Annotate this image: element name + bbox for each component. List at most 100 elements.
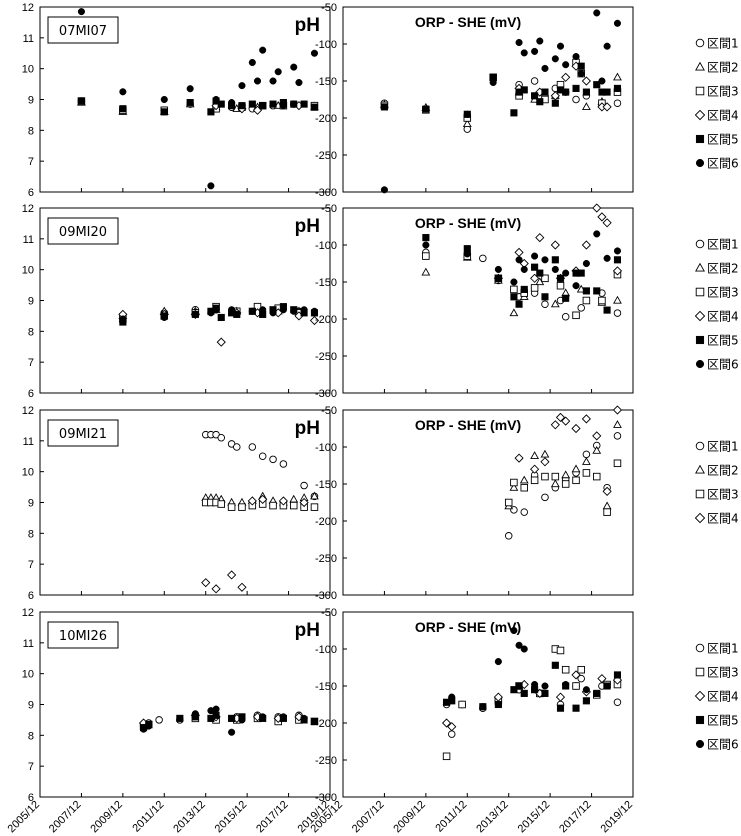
y-tick-label: -200: [315, 718, 337, 730]
panel-title: ORP - SHE (mV): [415, 417, 521, 433]
data-point: [186, 85, 194, 93]
y-tick-label: 10: [22, 669, 34, 681]
data-point: [145, 722, 153, 730]
data-point: [380, 186, 388, 194]
data-point: [603, 306, 611, 314]
x-tick-label: 2015/12: [213, 799, 250, 836]
y-tick-label: 6: [28, 388, 34, 400]
data-point: [422, 241, 430, 249]
data-point: [613, 698, 622, 707]
data-point: [592, 431, 602, 441]
data-point: [572, 476, 580, 485]
data-point: [556, 274, 565, 282]
x-tick-label: 2011/12: [433, 799, 469, 835]
data-point: [603, 254, 611, 262]
legend-label: 区間5: [707, 334, 739, 348]
data-point: [556, 704, 565, 712]
data-point: [603, 508, 611, 516]
data-point: [613, 295, 622, 304]
data-point: [519, 475, 529, 484]
data-point: [592, 445, 602, 454]
data-point: [577, 269, 585, 277]
series-区間6: [119, 306, 319, 323]
data-point: [613, 671, 622, 679]
data-point: [269, 309, 277, 317]
data-point: [613, 432, 622, 440]
data-point: [531, 263, 539, 271]
data-point: [582, 88, 590, 96]
data-point: [520, 86, 528, 94]
data-point: [598, 77, 606, 85]
data-point: [258, 452, 267, 461]
data-point: [551, 55, 559, 63]
panel-title: pH: [295, 620, 320, 641]
series-区間3: [201, 498, 319, 511]
legend-marker: [695, 667, 705, 677]
data-point: [212, 306, 220, 314]
x-tick-label: 2017/12: [254, 799, 291, 836]
series-区間6: [448, 626, 590, 711]
data-point: [541, 493, 549, 502]
y-tick-label: -300: [315, 792, 337, 804]
data-point: [310, 491, 319, 500]
y-tick-label: -150: [315, 479, 337, 491]
data-point: [556, 42, 565, 50]
data-point: [555, 692, 566, 702]
data-point: [380, 103, 388, 111]
series-区間6: [422, 230, 622, 290]
y-tick-label: 11: [23, 234, 34, 246]
data-point: [238, 716, 246, 724]
data-point: [540, 457, 550, 467]
data-point: [531, 680, 539, 689]
data-point: [160, 95, 168, 104]
data-point: [217, 313, 225, 322]
y-tick-label: 10: [22, 64, 34, 76]
legend-label: 区間3: [707, 286, 739, 300]
data-point: [155, 716, 163, 724]
well-label: 09MI21: [59, 427, 107, 442]
data-point: [201, 578, 211, 588]
data-point: [541, 274, 549, 283]
x-tick-label: 2007/12: [47, 799, 84, 836]
data-point: [269, 77, 277, 85]
data-point: [556, 281, 565, 290]
data-point: [248, 307, 256, 315]
data-point: [441, 718, 452, 728]
data-point: [237, 582, 247, 592]
data-point: [510, 278, 518, 286]
legend-marker: [695, 739, 705, 749]
data-point: [520, 508, 529, 516]
legend-label: 区間5: [707, 133, 739, 147]
series-区間3: [504, 459, 622, 516]
legend-label: 区間4: [707, 512, 739, 526]
y-tick-label: -250: [315, 755, 337, 767]
legend-marker: [694, 109, 706, 121]
data-point: [510, 626, 518, 635]
data-point: [550, 479, 560, 488]
data-point: [562, 269, 570, 277]
y-tick-label: -100: [315, 442, 337, 454]
y-tick-label: 12: [22, 405, 34, 417]
data-point: [556, 646, 565, 655]
legend-label: 区間2: [707, 262, 739, 276]
data-point: [572, 95, 580, 104]
legend-label: 区間6: [707, 738, 739, 752]
data-point: [479, 703, 487, 711]
legend-marker: [695, 262, 705, 272]
legend-label: 区間3: [707, 85, 739, 99]
legend-marker: [695, 643, 705, 653]
y-tick-label: -250: [315, 351, 337, 363]
y-tick-label: -200: [315, 314, 337, 326]
data-point: [593, 81, 601, 89]
y-tick-label: 9: [28, 95, 34, 107]
data-point: [536, 37, 544, 45]
y-tick-label: -200: [315, 516, 337, 528]
data-point: [551, 256, 559, 264]
data-point: [300, 481, 308, 490]
data-point: [531, 47, 539, 55]
y-tick-label: 12: [22, 2, 34, 14]
data-point: [597, 674, 607, 684]
data-point: [597, 212, 607, 222]
data-point: [309, 315, 320, 326]
data-point: [447, 722, 457, 732]
